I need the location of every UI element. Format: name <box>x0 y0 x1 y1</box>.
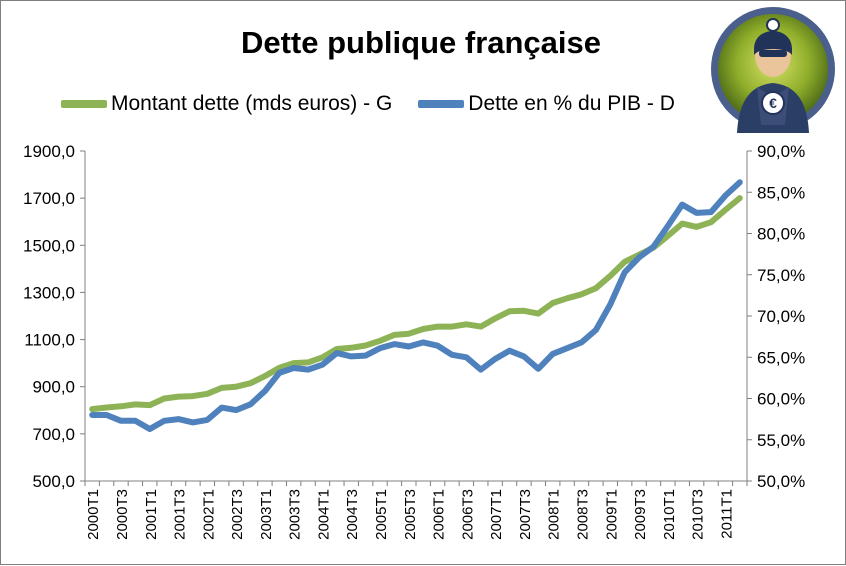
svg-text:€: € <box>769 95 777 111</box>
x-axis-tick-label: 2011T1 <box>718 489 735 539</box>
x-axis-tick-label: 2002T1 <box>200 489 217 540</box>
chart-title: Dette publique française <box>240 25 602 60</box>
chart-legend: Montant dette (mds euros) - G Dette en %… <box>61 89 701 119</box>
x-axis-tick-label: 2006T3 <box>459 489 476 540</box>
x-axis-tick-label: 2010T1 <box>661 489 678 540</box>
x-axis-tick-label: 2009T3 <box>632 489 649 540</box>
x-axis-tick-label: 2003T3 <box>287 489 304 540</box>
left-axis-tick-label: 1500,0 <box>23 236 75 255</box>
series-line-dette-pct-pib <box>89 179 743 432</box>
right-axis-tick-label: 75,0% <box>757 266 805 285</box>
x-axis-tick-label: 2000T1 <box>85 489 102 540</box>
right-axis-tick-label: 80,0% <box>757 225 805 244</box>
x-axis-tick-label: 2003T1 <box>258 489 275 540</box>
left-axis-tick-label: 1700,0 <box>23 189 75 208</box>
x-axis-tick-label: 2008T3 <box>575 489 592 540</box>
x-axis-tick-label: 2005T1 <box>373 489 390 540</box>
left-axis-tick-label: 700,0 <box>32 425 75 444</box>
right-axis-tick-label: 65,0% <box>757 348 805 367</box>
right-axis-tick-label: 50,0% <box>757 472 805 491</box>
left-axis-tick-label: 1300,0 <box>23 283 75 302</box>
legend-label-pib: Dette en % du PIB - D <box>468 92 675 115</box>
series-line-montant-dette <box>89 195 743 413</box>
legend-swatch-blue <box>418 100 465 108</box>
euro-superhero-mascot-icon: € <box>711 7 835 133</box>
right-axis-tick-label: 60,0% <box>757 390 805 409</box>
left-axis-tick-label: 500,0 <box>32 472 75 491</box>
x-axis-tick-label: 2010T3 <box>690 489 707 540</box>
x-axis-tick-label: 2002T3 <box>229 489 246 540</box>
x-axis-tick-label: 2004T1 <box>315 489 332 540</box>
right-axis-tick-label: 85,0% <box>757 183 805 202</box>
legend-swatch-green <box>61 100 107 108</box>
x-axis-tick-label: 2001T1 <box>143 489 160 540</box>
x-axis-tick-label: 2007T1 <box>488 489 505 540</box>
x-axis-tick-label: 2007T3 <box>517 489 534 540</box>
x-axis-tick-label: 2001T3 <box>172 489 189 540</box>
x-axis-tick-label: 2006T1 <box>431 489 448 540</box>
x-axis-tick-labels: 2000T1 2000T3 2001T1 2001T3 2002T1 2002T3 2003… <box>85 489 735 540</box>
x-axis-tick-label: 2009T1 <box>603 489 620 540</box>
chart-axes <box>80 150 752 486</box>
left-axis-tick-label: 900,0 <box>32 378 75 397</box>
left-axis-tick-labels: 1900,0 1700,0 1500,0 1300,0 1100,0 900,0 700,0… <box>23 142 75 491</box>
right-axis-tick-label: 90,0% <box>757 142 805 161</box>
legend-item-montant: Montant dette (mds euros) - G <box>61 92 392 116</box>
x-axis-tick-label: 2008T1 <box>546 489 563 540</box>
legend-label-montant: Montant dette (mds euros) - G <box>111 92 393 115</box>
x-axis-tick-label: 2000T3 <box>114 489 131 540</box>
right-axis-tick-label: 55,0% <box>757 431 805 450</box>
right-axis-tick-labels: 90,0% 85,0% 80,0% 75,0% 70,0% 65,0% 60,0% 55,0%… <box>757 142 805 491</box>
right-axis-tick-label: 70,0% <box>757 307 805 326</box>
x-axis-tick-label: 2004T3 <box>344 489 361 540</box>
left-axis-tick-label: 1900,0 <box>23 142 75 161</box>
legend-item-pib: Dette en % du PIB - D <box>418 92 675 116</box>
x-axis-tick-label: 2005T3 <box>402 489 419 540</box>
left-axis-tick-label: 1100,0 <box>24 331 75 350</box>
series-lines <box>89 179 743 432</box>
